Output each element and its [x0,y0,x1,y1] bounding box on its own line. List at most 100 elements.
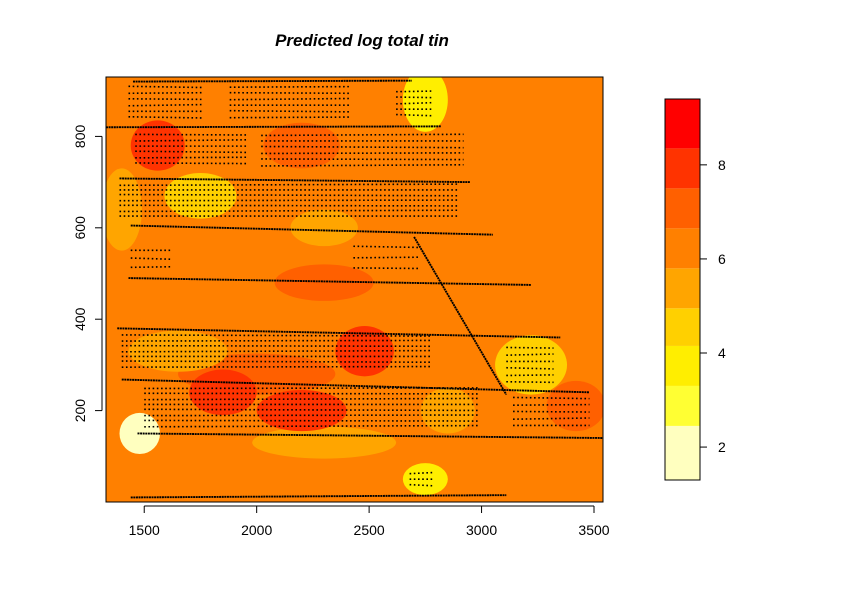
sample-point-row [229,91,352,95]
sample-cluster [130,249,172,269]
heatmap-region [189,369,257,416]
sample-point-row [135,150,248,154]
legend-swatch [665,308,700,346]
sample-cluster [506,346,554,384]
chart-title: Predicted log total tin [275,31,449,50]
sample-point-row [144,424,480,428]
sample-point-row [144,387,480,390]
sample-point-row [396,113,433,117]
sample-point-row [119,204,460,207]
heatmap-region [423,131,496,196]
heatmap-region [402,463,448,496]
legend-frame [664,98,701,481]
sample-point-row [121,339,433,342]
heatmap-region [106,168,142,251]
heatmap-region [290,209,358,247]
legend-tick-label: 8 [718,157,726,173]
sample-point-row [506,366,554,370]
legend-swatch [665,148,700,189]
sample-point-row [144,414,480,417]
sample-point-row [121,360,433,364]
heatmap-region [546,380,603,432]
sample-transect [106,125,442,129]
sample-transect [130,224,493,236]
x-tick-label: 2000 [241,522,272,538]
sample-transect [119,177,471,184]
sample-point-row [229,116,352,119]
legend-swatch [665,425,700,480]
sample-point-row [119,193,460,197]
sample-point-row [135,156,248,159]
heatmap-region [335,326,394,377]
legend-swatch [665,228,700,269]
sample-point-row [121,349,433,353]
heatmap-region [263,122,340,169]
x-tick-label: 3500 [578,522,609,538]
sample-point-row [513,396,590,400]
x-tick-label: 1500 [129,522,160,538]
sample-cluster [396,90,433,117]
x-tick-label: 2500 [354,522,385,538]
sample-point-row [261,133,464,137]
legend-swatch [665,268,700,309]
sample-point-row [506,346,554,349]
sample-cluster [121,334,433,368]
heatmap-region [164,172,237,219]
x-tick-label: 3000 [466,522,497,538]
sample-point-row [396,101,433,105]
sample-point-row [506,380,554,384]
sample-transect [137,432,603,439]
sample-point-row [121,344,433,348]
sample-point-row [119,183,460,187]
sample-transect [132,79,412,83]
sample-cluster [229,85,352,119]
sample-point-row [130,265,172,269]
sample-point-row [229,97,352,101]
legend-tick-label: 6 [718,251,726,267]
sample-point-row [261,152,464,155]
sample-point-row [119,199,460,202]
sample-transect [117,327,561,339]
sample-cluster [261,133,464,167]
sample-cluster [135,133,248,165]
sample-point-row [229,85,352,89]
plot-frame [105,76,604,503]
sample-point-row [121,334,433,337]
sample-point-row [144,419,480,422]
sample-point-row [130,257,172,261]
sample-point-row [229,109,352,113]
sample-point-row [506,353,554,357]
sample-point-row [135,133,248,136]
sample-point-row [144,392,480,395]
sample-point-row [119,209,460,213]
legend-tick-label: 2 [718,439,726,455]
plot-area [106,77,603,502]
legend-swatch [665,345,700,386]
sample-point-row [506,374,554,377]
heatmap-region [492,90,603,274]
sample-cluster [144,387,480,428]
sample-transect [413,236,508,396]
y-tick-label: 600 [72,216,88,240]
heatmap-region [144,451,257,498]
heatmap-region [256,390,347,432]
sample-point-row [513,417,590,420]
y-axis: 200 400 600 800 [72,125,103,423]
legend-swatch [665,188,700,229]
sample-point-row [513,403,590,406]
sample-point-row [135,139,248,142]
sample-transect [130,494,507,499]
y-tick-label: 200 [72,399,88,423]
sample-point-row [396,96,433,99]
sample-cluster [119,183,460,217]
color-legend: 2 4 6 8 [664,98,726,481]
legend-swatch [665,99,700,149]
sample-point-row [144,408,480,412]
heatmap-region [274,264,374,301]
sample-point-row [513,410,590,413]
y-tick-label: 800 [72,125,88,149]
sample-point-row [396,90,433,93]
sample-point-row [261,163,464,167]
